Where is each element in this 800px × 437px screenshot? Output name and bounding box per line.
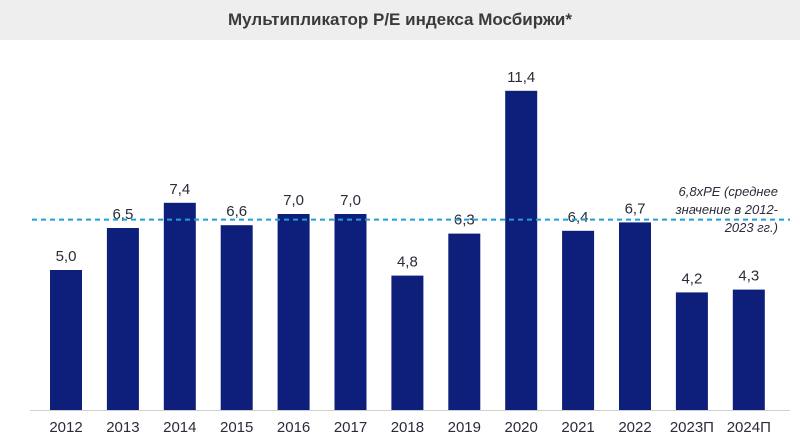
chart-title: Мультипликатор P/E индекса Мосбиржи*	[228, 10, 572, 29]
bar-2022	[619, 222, 651, 410]
chart-title-bar: Мультипликатор P/E индекса Мосбиржи*	[0, 0, 800, 40]
bar-2013	[106, 228, 139, 410]
value-label-2022: 6,7	[625, 200, 646, 217]
tick-label-2015: 2015	[220, 419, 253, 436]
value-label-2015: 6,6	[226, 203, 247, 220]
bar-2015	[220, 225, 253, 410]
value-label-2014: 7,4	[169, 181, 190, 198]
bar-2014	[163, 202, 196, 410]
bar-2018	[391, 275, 424, 410]
value-label-2018: 4,8	[397, 254, 418, 271]
tick-label-2018: 2018	[391, 419, 424, 436]
tick-label-2019: 2019	[448, 419, 481, 436]
tick-label-2023П: 2023П	[670, 419, 714, 436]
tick-label-2020: 2020	[505, 419, 538, 436]
bar-2019	[448, 233, 481, 410]
value-label-2017: 7,0	[340, 192, 361, 209]
bar-2017	[334, 214, 367, 410]
bar-2023П	[675, 292, 708, 410]
tick-label-2021: 2021	[561, 419, 594, 436]
value-label-2024П: 4,3	[738, 268, 759, 285]
bar-2016	[277, 214, 310, 410]
value-label-2020: 11,4	[507, 69, 535, 86]
average-annotation: 6,8xPE (среднее значение в 2012-2023 гг.…	[675, 184, 778, 235]
bar-2012	[50, 270, 82, 410]
tick-label-2024П: 2024П	[727, 419, 771, 436]
value-label-2021: 6,4	[568, 209, 589, 226]
tick-label-2012: 2012	[49, 419, 82, 436]
tick-label-2016: 2016	[277, 419, 310, 436]
tick-label-2013: 2013	[106, 419, 139, 436]
tick-label-2017: 2017	[334, 419, 367, 436]
bar-2024П	[732, 289, 765, 410]
tick-label-2022: 2022	[618, 419, 651, 436]
value-label-2012: 5,0	[56, 248, 77, 265]
value-label-2016: 7,0	[283, 192, 304, 209]
bar-2021	[562, 230, 595, 410]
tick-label-2014: 2014	[163, 419, 196, 436]
bar-2020	[505, 90, 538, 411]
value-label-2023П: 4,2	[681, 270, 702, 287]
